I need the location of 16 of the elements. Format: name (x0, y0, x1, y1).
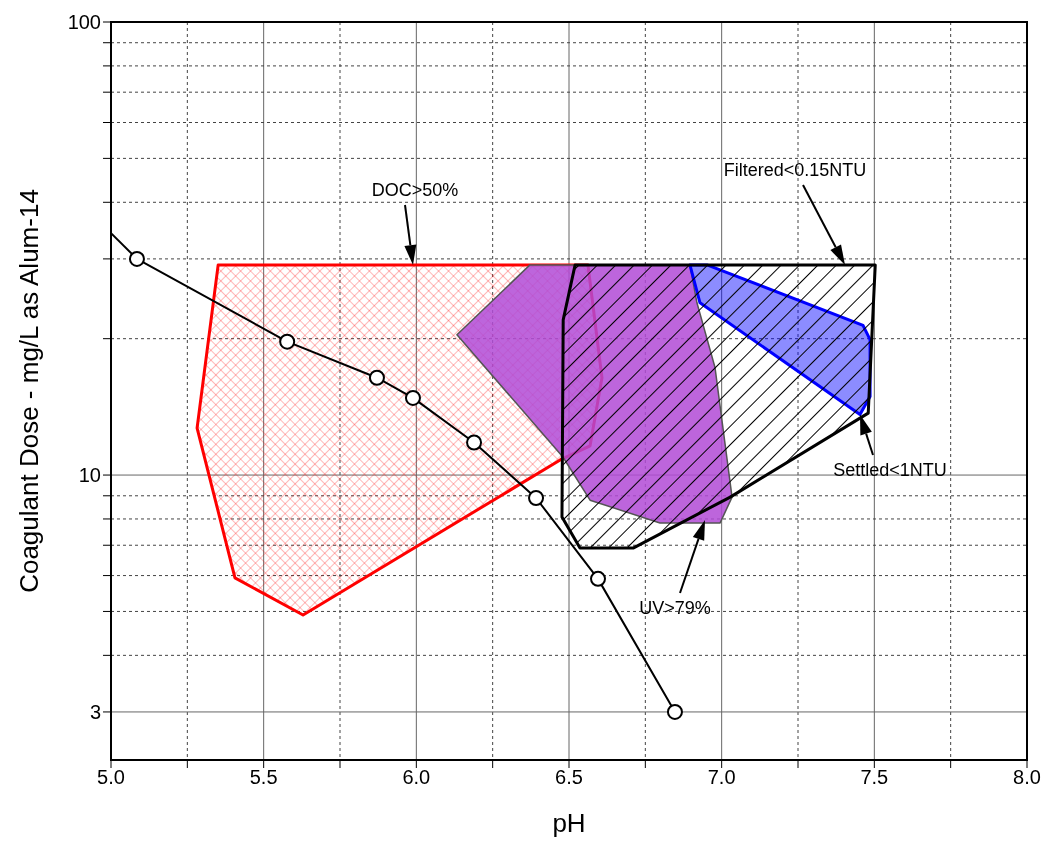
annotation: Settled<1NTU (833, 460, 947, 480)
annotation: UV>79% (639, 598, 711, 618)
x-tick-label: 6.0 (402, 766, 431, 789)
x-tick-label: 5.0 (97, 766, 125, 789)
x-tick-label: 6.5 (555, 766, 583, 789)
x-axis-title: pH (552, 808, 586, 838)
x-tick-label: 5.5 (249, 766, 278, 789)
y-tick-label: 10 (78, 464, 101, 487)
annotation: Filtered<0.15NTU (723, 160, 867, 180)
x-tick-label: 7.5 (860, 766, 889, 789)
x-tick-label: 7.0 (707, 766, 736, 789)
y-axis-title: Coagulant Dose - mg/L as Alum-14 (14, 189, 44, 593)
y-tick-label: 100 (67, 11, 101, 34)
x-tick-label: 8.0 (1013, 766, 1041, 789)
y-tick-label: 3 (89, 701, 101, 724)
annotation: DOC>50% (371, 180, 459, 200)
